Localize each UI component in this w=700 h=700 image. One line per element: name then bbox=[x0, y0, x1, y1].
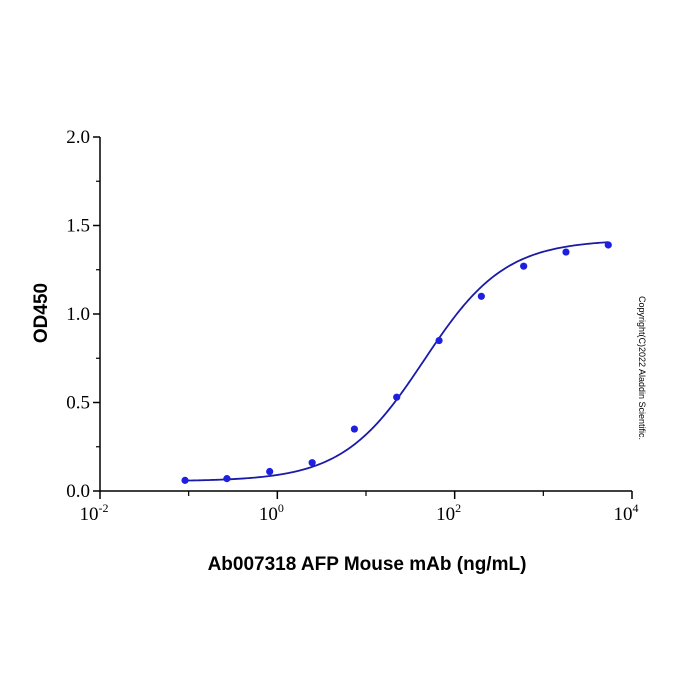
y-tick-label: 1.5 bbox=[66, 216, 90, 237]
data-point bbox=[520, 262, 528, 270]
data-points bbox=[181, 241, 612, 484]
data-point bbox=[350, 425, 359, 433]
y-axis-title: OD450 bbox=[31, 283, 52, 343]
y-ticks: 0.0 0.5 1.0 1.5 2.0 bbox=[66, 127, 100, 502]
x-tick-label: 104 bbox=[614, 501, 639, 525]
y-tick-label: 2.0 bbox=[66, 127, 90, 148]
copyright-text: Copyright(C)2022 Aladdin Scientific. bbox=[637, 296, 647, 440]
data-point bbox=[393, 393, 401, 401]
data-point bbox=[266, 467, 274, 476]
x-axis-title: Ab007318 AFP Mouse mAb (ng/mL) bbox=[208, 554, 527, 575]
data-point bbox=[223, 475, 231, 483]
x-tick-label: 10-2 bbox=[80, 501, 109, 525]
x-tick-label: 102 bbox=[436, 501, 461, 525]
y-tick-label: 0.0 bbox=[66, 481, 90, 502]
y-tick-label: 0.5 bbox=[66, 393, 90, 414]
data-point bbox=[562, 248, 570, 256]
x-tick-label: 100 bbox=[259, 501, 284, 525]
data-point bbox=[308, 459, 316, 467]
data-point bbox=[604, 241, 612, 249]
axes bbox=[99, 137, 632, 492]
x-ticks: 10-2 100 102 104 bbox=[80, 491, 639, 525]
data-point bbox=[477, 292, 485, 300]
fit-curve bbox=[185, 241, 609, 482]
data-point bbox=[181, 476, 189, 484]
data-point bbox=[435, 336, 443, 345]
y-tick-label: 1.0 bbox=[66, 304, 90, 325]
